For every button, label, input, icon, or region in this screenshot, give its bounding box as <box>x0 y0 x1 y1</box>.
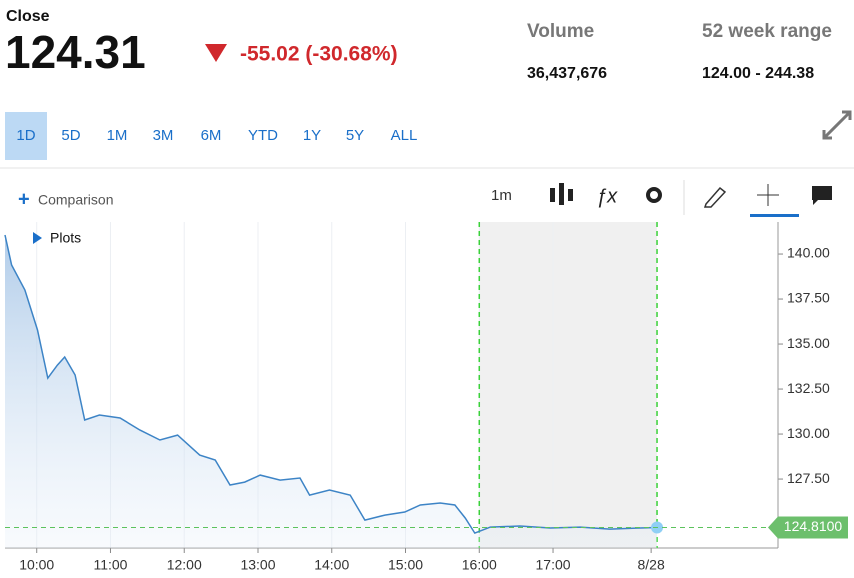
x-tick-label: 17:00 <box>536 557 571 573</box>
range-tab[interactable]: 5D <box>61 127 80 144</box>
line <box>4 234 658 535</box>
close-label: Close <box>6 8 50 25</box>
area <box>5 235 658 548</box>
expand-icon[interactable] <box>822 110 852 140</box>
x-tick-label: 16:00 <box>462 557 497 573</box>
y-tick-label: 132.50 <box>787 380 830 396</box>
range-tab[interactable]: 3M <box>153 127 174 144</box>
range-tab[interactable]: 1Y <box>303 127 321 144</box>
y-tick-label: 135.00 <box>787 335 830 351</box>
stat-label: 52 week range <box>702 21 832 42</box>
x-tick-label: 11:00 <box>93 557 127 573</box>
y-tick-label: 127.50 <box>787 470 830 486</box>
y-tick-label: 130.00 <box>787 425 830 441</box>
x-tick-label: 8/28 <box>638 557 665 573</box>
y-tick-label: 137.50 <box>787 290 830 306</box>
stat-value: 36,437,676 <box>527 65 607 82</box>
tab-selected <box>5 112 47 160</box>
range-tabs: 1D 5D 1M 3M 6M YTD 1Y 5Y ALL <box>16 127 417 144</box>
range-tab[interactable]: 6M <box>201 127 222 144</box>
plus-icon[interactable]: + <box>18 188 30 210</box>
down-arrow <box>205 44 227 62</box>
y-tick-label: 140.00 <box>787 245 830 261</box>
range-tab[interactable]: 5Y <box>346 127 364 144</box>
settings-icon[interactable] <box>646 187 662 203</box>
x-tick-label: 12:00 <box>167 557 202 573</box>
range-tab[interactable]: ALL <box>391 127 418 144</box>
crosshair-icon[interactable] <box>757 184 779 206</box>
stat-value: 124.00 - 244.38 <box>702 65 814 82</box>
note-icon[interactable] <box>812 186 832 205</box>
x-tick-label: 10:00 <box>19 557 54 573</box>
price: 124.31 <box>5 26 146 78</box>
last-price-label: 124.8100 <box>784 518 843 534</box>
active-underline <box>750 214 799 217</box>
x-tick-label: 15:00 <box>388 557 423 573</box>
draw-icon[interactable] <box>703 186 727 208</box>
range-tab[interactable]: 1D <box>16 127 35 144</box>
interval[interactable]: 1m <box>491 187 512 204</box>
plots[interactable]: Plots <box>50 230 81 246</box>
change: -55.02 (-30.68%) <box>240 43 398 66</box>
last-price-tag <box>768 516 848 539</box>
x-tick-label: 14:00 <box>314 557 349 573</box>
fx-icon[interactable]: ƒx <box>596 185 618 207</box>
plots-arrow[interactable] <box>33 232 42 244</box>
chart: 10:00 11:00 12:00 13:00 14:00 15:00 16:00 17:00… <box>4 222 848 573</box>
after-hours-shade <box>479 222 658 548</box>
stat-label: Volume <box>527 21 594 42</box>
candle-icon[interactable] <box>550 183 573 205</box>
range-tab[interactable]: 1M <box>107 127 128 144</box>
comparison[interactable]: Comparison <box>38 192 113 208</box>
x-tick-label: 13:00 <box>240 557 275 573</box>
range-tab[interactable]: YTD <box>248 127 278 144</box>
